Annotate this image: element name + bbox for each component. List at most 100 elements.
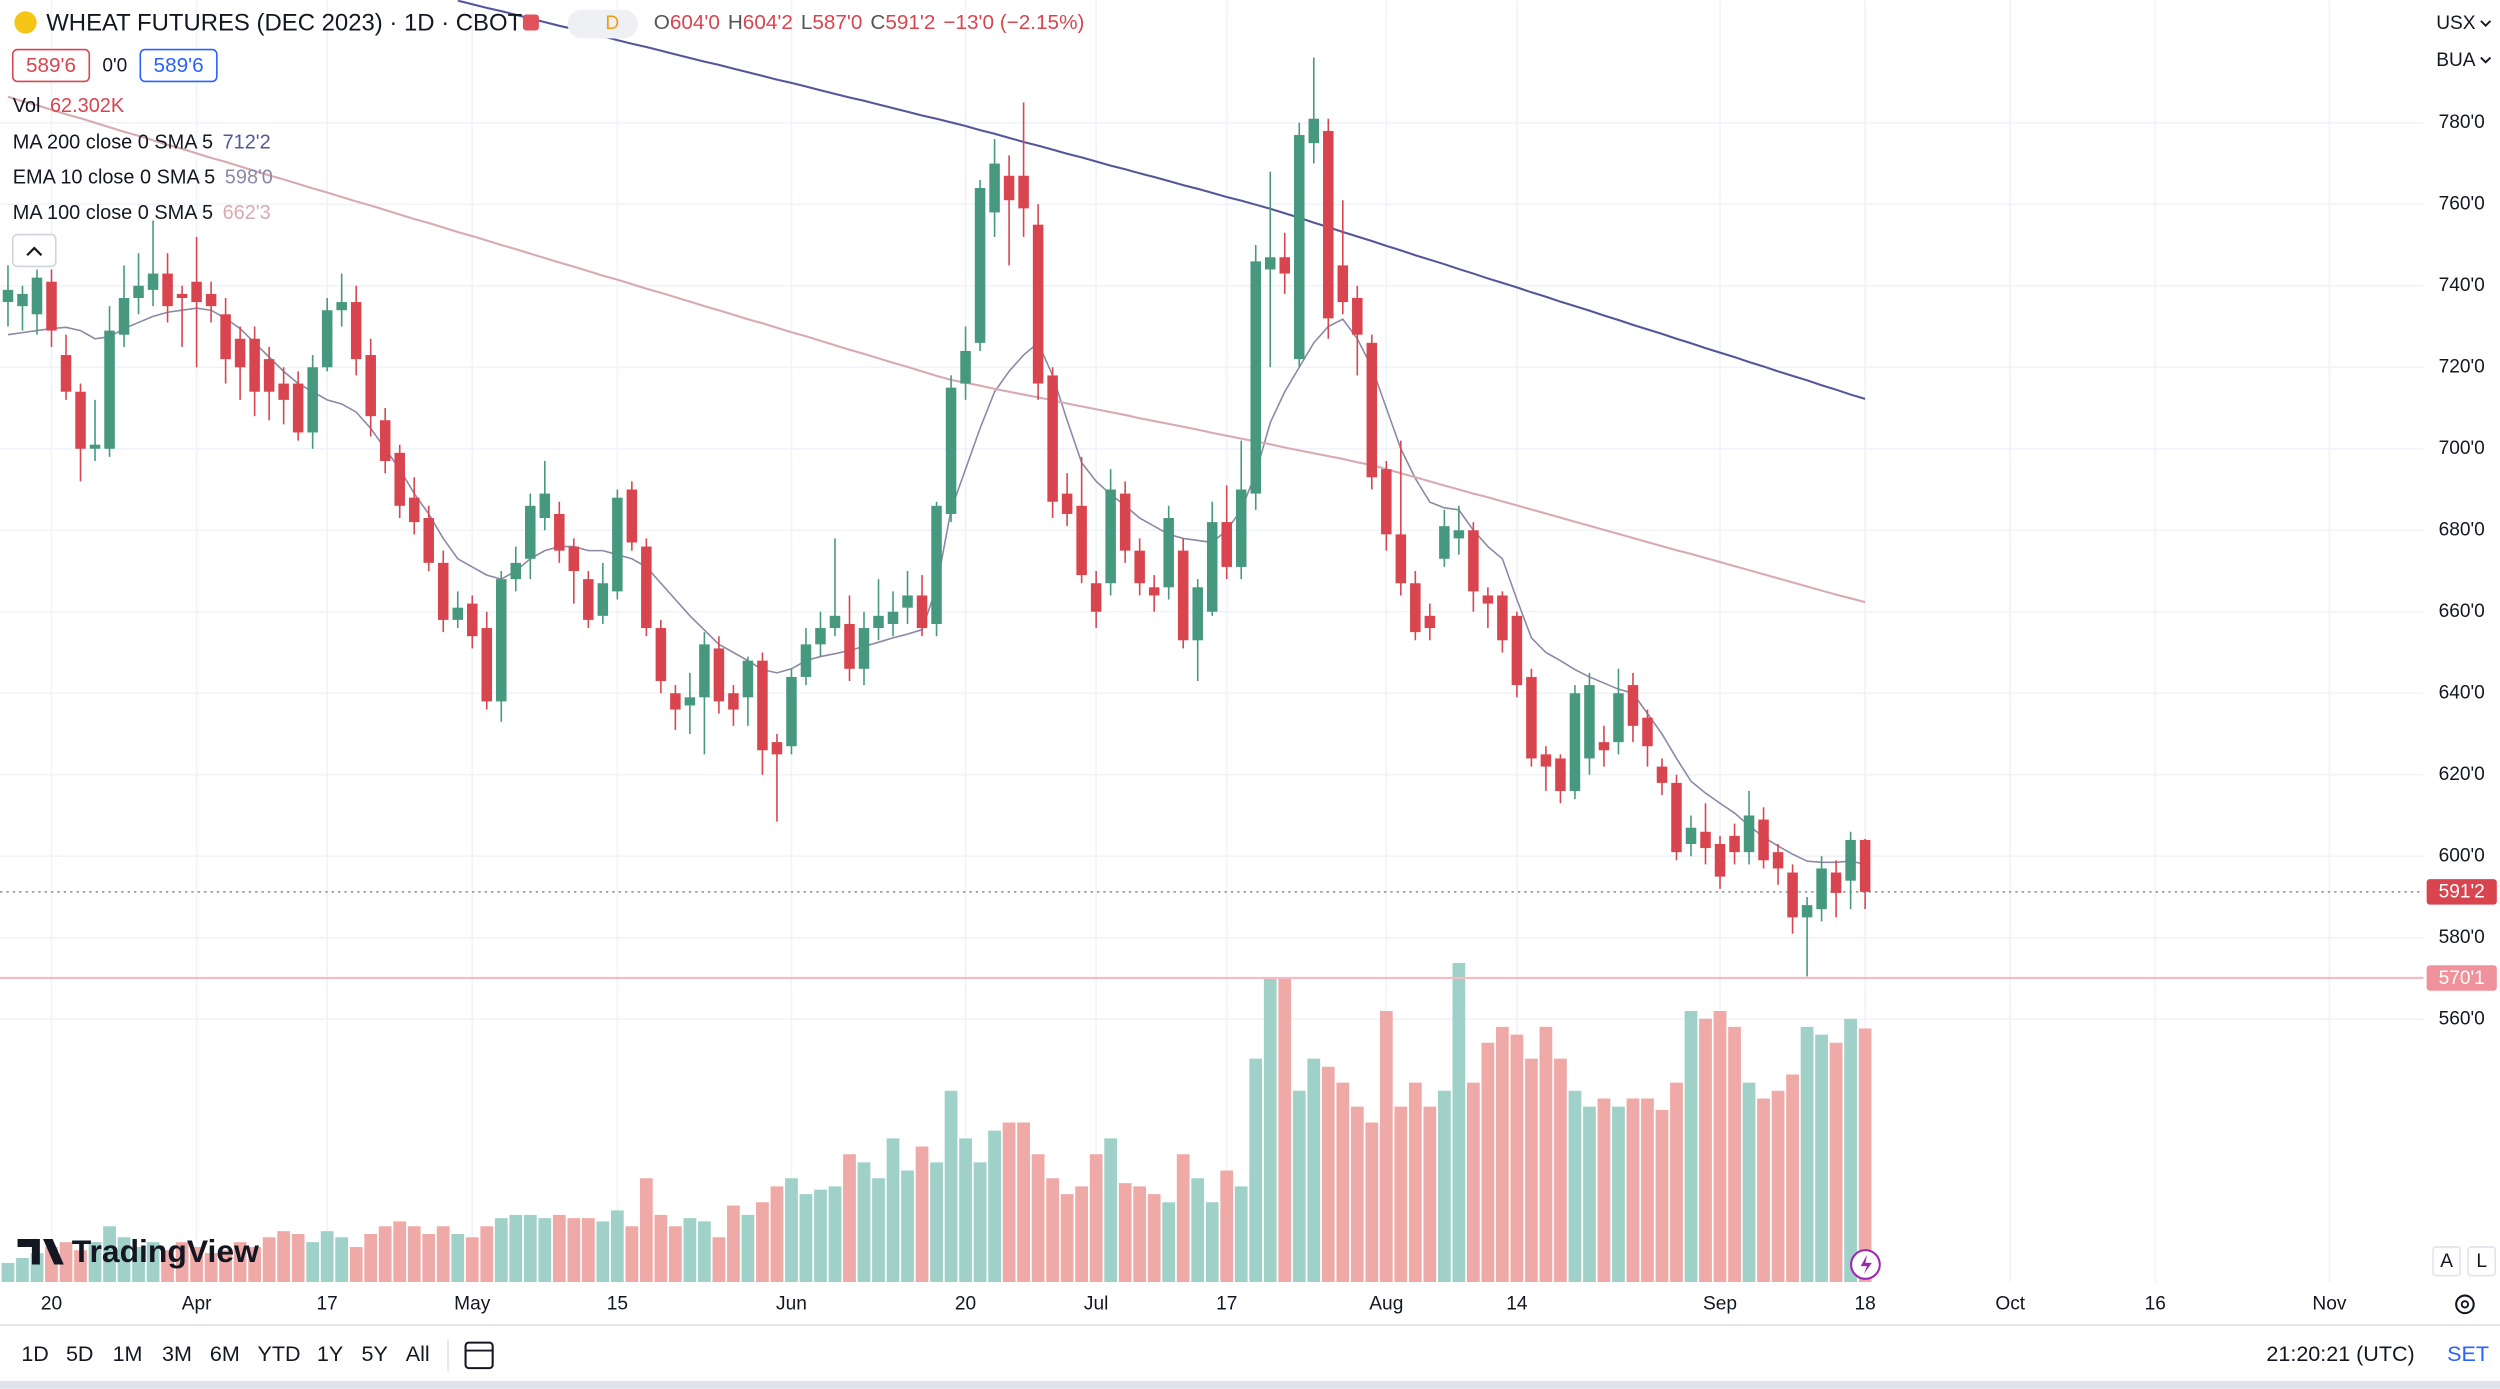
timeframe-button[interactable]: All xyxy=(406,1342,430,1366)
x-tick-label: 15 xyxy=(607,1293,628,1314)
timeframe-button[interactable]: 6M xyxy=(210,1342,240,1366)
ohlc-key: L xyxy=(801,12,813,35)
legend-name: MA 200 close 0 SMA 5 xyxy=(13,132,213,154)
candle-body xyxy=(1221,522,1232,567)
volume-bar xyxy=(1408,1082,1422,1283)
x-tick-label: 20 xyxy=(955,1293,976,1314)
volume-bar xyxy=(959,1138,972,1283)
candle-body xyxy=(684,697,696,706)
grid xyxy=(0,0,2424,1283)
candle-body xyxy=(1656,766,1668,783)
settings-gear[interactable] xyxy=(2455,1294,2475,1315)
candle-body xyxy=(1526,676,1537,759)
volume-bar xyxy=(1133,1186,1147,1283)
volume-bar xyxy=(1104,1138,1118,1283)
scale-button[interactable] xyxy=(2432,1246,2461,1277)
volume-bar xyxy=(320,1231,334,1283)
timeframe-button[interactable]: 5D xyxy=(66,1342,94,1366)
y-tick-label: 560'0 xyxy=(2439,1008,2485,1029)
badge: D xyxy=(605,13,619,34)
price-tag-label: 591'2 xyxy=(2439,882,2485,903)
volume-bar xyxy=(1829,1042,1843,1283)
candle-body xyxy=(1439,526,1450,559)
scale-label: A xyxy=(2440,1251,2453,1272)
ohlc-value: 587'0 xyxy=(812,12,862,35)
candle-body xyxy=(104,330,115,449)
volume-bar xyxy=(872,1178,885,1283)
candle-body xyxy=(1177,550,1189,641)
volume-bar xyxy=(596,1221,610,1283)
y-tick-label: 620'0 xyxy=(2439,764,2485,785)
currency[interactable]: USX xyxy=(2436,13,2476,34)
candle-body xyxy=(1352,298,1363,335)
timeframe-button[interactable]: 1Y xyxy=(317,1342,343,1366)
candle-body xyxy=(713,648,725,702)
ohlc-key: O xyxy=(654,12,670,35)
timeframe-button[interactable]: 1D xyxy=(21,1342,49,1366)
candle-body xyxy=(1758,819,1769,861)
volume-bar xyxy=(698,1221,711,1283)
x-tick-label: 16 xyxy=(2145,1293,2166,1314)
ohlc-value: 604'2 xyxy=(743,12,793,35)
volume-bar xyxy=(393,1221,407,1283)
candle-body xyxy=(1772,852,1784,869)
candle-body xyxy=(1090,583,1102,612)
candle-body xyxy=(1729,835,1740,853)
settings-button[interactable]: SET xyxy=(2447,1342,2489,1366)
x-tick-label: 18 xyxy=(1854,1293,1875,1314)
volume-bar xyxy=(219,1250,232,1283)
volume-bar xyxy=(1162,1202,1176,1283)
y-tick-label: 660'0 xyxy=(2439,601,2485,622)
volume-bar xyxy=(1321,1066,1335,1283)
candle-body xyxy=(626,489,638,543)
volume-bar xyxy=(364,1234,378,1283)
volume-bar xyxy=(988,1130,1001,1283)
candle-body xyxy=(1061,493,1073,514)
candle-body xyxy=(31,277,43,315)
volume-bar xyxy=(1612,1106,1625,1283)
indicator-line xyxy=(7,95,1866,604)
candle-body xyxy=(1497,595,1508,641)
bid-box[interactable] xyxy=(11,48,91,83)
candle-body xyxy=(1845,839,1856,881)
volume-bar xyxy=(973,1162,987,1283)
candle-body xyxy=(17,293,28,307)
volume-bar xyxy=(1641,1098,1654,1283)
unit[interactable]: BUA xyxy=(2436,50,2476,71)
x-tick-label: 20 xyxy=(41,1293,62,1314)
x-tick-label: Nov xyxy=(2312,1293,2346,1314)
volume-bar xyxy=(567,1218,581,1283)
ma100-legend: MA 100 close 0 SMA 5 662'3 xyxy=(13,202,271,224)
timeframe-button[interactable]: 5Y xyxy=(362,1342,388,1366)
y-tick-label: 680'0 xyxy=(2439,519,2485,540)
candle-body xyxy=(1511,615,1523,686)
calendar-button[interactable] xyxy=(464,1341,494,1370)
timeframe-button[interactable]: 3M xyxy=(162,1342,192,1366)
ask-box[interactable] xyxy=(139,48,218,83)
candle-body xyxy=(278,383,289,400)
candle-body xyxy=(1642,717,1653,747)
candle-body xyxy=(1598,742,1610,751)
timeframe-button[interactable]: YTD xyxy=(257,1342,300,1366)
volume-bar xyxy=(538,1218,552,1283)
volume-bar xyxy=(1292,1090,1306,1283)
volume-bar xyxy=(1597,1098,1611,1283)
chevron xyxy=(2480,56,2492,64)
collapse-button[interactable] xyxy=(11,233,57,268)
flag-icon[interactable] xyxy=(522,14,539,31)
candle-body xyxy=(118,298,130,335)
volume-bar xyxy=(915,1146,929,1283)
volume-bar xyxy=(248,1247,262,1283)
scale-button[interactable] xyxy=(2467,1246,2497,1277)
candle-body xyxy=(452,607,464,620)
symbol-title[interactable]: WHEAT FUTURES (DEC 2023) · 1D · CBOT xyxy=(46,9,522,36)
chevron xyxy=(2480,20,2492,28)
volume-bar xyxy=(1466,1082,1480,1283)
timeframe-button[interactable]: 1M xyxy=(113,1342,143,1366)
candle-body xyxy=(1119,493,1131,551)
y-tick-label: 780'0 xyxy=(2439,112,2485,133)
candle-body xyxy=(379,420,391,461)
volume-bar xyxy=(886,1138,900,1283)
candle-body xyxy=(960,350,971,384)
candle-body xyxy=(873,615,884,629)
